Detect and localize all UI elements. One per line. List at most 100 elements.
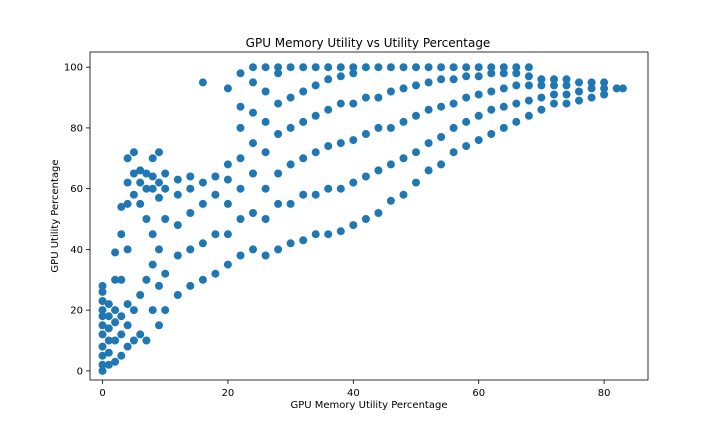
scatter-point	[437, 63, 446, 72]
scatter-point	[474, 136, 483, 145]
scatter-point	[412, 178, 420, 187]
scatter-point	[198, 78, 207, 87]
scatter-point	[286, 239, 295, 248]
scatter-point	[249, 169, 257, 178]
scatter-point	[537, 81, 546, 90]
scatter-point	[249, 139, 257, 148]
scatter-point	[123, 342, 132, 351]
scatter-point	[117, 330, 126, 339]
scatter-point	[249, 209, 257, 217]
scatter-point	[399, 84, 408, 93]
scatter-point	[487, 63, 496, 72]
scatter-point	[449, 148, 458, 157]
scatter-point	[173, 175, 182, 184]
scatter-point	[286, 123, 295, 132]
x-axis-ticks: 0 20 40 60 80	[99, 380, 610, 399]
scatter-point	[236, 154, 245, 163]
scatter-point	[386, 63, 395, 72]
scatter-point	[462, 63, 471, 72]
scatter-point	[499, 84, 508, 93]
scatter-point	[136, 199, 145, 208]
scatter-point	[173, 190, 182, 199]
scatter-point	[550, 99, 558, 108]
scatter-point	[186, 172, 195, 181]
scatter-point	[336, 72, 345, 81]
scatter-point	[336, 63, 345, 72]
scatter-point	[155, 321, 163, 330]
scatter-point	[587, 84, 596, 93]
scatter-point	[299, 190, 308, 199]
y-tick-label: 0	[77, 366, 83, 377]
scatter-point	[562, 75, 571, 84]
scatter-point	[311, 230, 320, 239]
scatter-point	[261, 87, 270, 96]
scatter-point	[129, 148, 138, 157]
scatter-point	[336, 227, 345, 236]
scatter-point	[399, 63, 408, 72]
scatter-point	[499, 102, 508, 111]
scatter-point	[524, 63, 533, 72]
scatter-point	[223, 199, 232, 208]
scatter-point	[299, 87, 308, 96]
scatter-point	[274, 99, 283, 108]
scatter-point	[462, 72, 471, 81]
scatter-point	[173, 291, 182, 299]
scatter-point	[424, 139, 433, 148]
scatter-point	[474, 63, 483, 72]
scatter-point	[374, 123, 383, 132]
scatter-point	[286, 93, 295, 102]
y-tick-label: 40	[70, 245, 83, 256]
scatter-point	[562, 90, 571, 99]
scatter-point	[524, 96, 533, 105]
scatter-point	[117, 230, 126, 239]
scatter-point	[274, 245, 283, 254]
scatter-point	[562, 99, 571, 108]
scatter-point	[324, 105, 333, 114]
scatter-point	[155, 178, 163, 187]
scatter-point	[148, 260, 157, 269]
scatter-point	[324, 230, 333, 239]
chart-title: GPU Memory Utility vs Utility Percentage	[246, 36, 491, 50]
scatter-point	[349, 136, 358, 145]
scatter-point	[261, 117, 270, 126]
scatter-point	[274, 130, 283, 138]
scatter-point	[324, 75, 333, 84]
scatter-point	[550, 81, 558, 90]
scatter-point	[148, 184, 157, 193]
scatter-point	[274, 199, 283, 208]
scatter-point	[361, 63, 370, 72]
scatter-point	[161, 306, 170, 315]
scatter-point	[104, 336, 113, 345]
scatter-point	[129, 169, 138, 178]
scatter-point	[98, 297, 107, 305]
scatter-point	[104, 300, 113, 309]
scatter-point	[136, 178, 145, 187]
scatter-point	[424, 78, 433, 87]
scatter-point	[111, 275, 120, 284]
scatter-point	[211, 269, 220, 278]
scatter-point	[198, 199, 207, 208]
scatter-point	[311, 63, 320, 72]
scatter-point	[186, 209, 195, 217]
scatter-point	[512, 99, 521, 108]
scatter-point	[412, 81, 420, 90]
scatter-point	[449, 99, 458, 108]
scatter-point	[374, 209, 383, 217]
scatter-point	[618, 84, 627, 93]
scatter-point	[487, 87, 496, 96]
scatter-point	[349, 63, 358, 72]
scatter-point	[98, 360, 107, 369]
scatter-point	[198, 275, 207, 284]
scatter-point	[98, 330, 107, 339]
scatter-point	[136, 291, 145, 299]
scatter-point	[249, 245, 257, 254]
y-axis-ticks: 0 20 40 60 80 100	[64, 63, 90, 377]
scatter-point	[550, 75, 558, 84]
scatter-point	[274, 63, 283, 72]
scatter-point	[386, 87, 395, 96]
scatter-point	[374, 63, 383, 72]
scatter-point	[524, 81, 533, 90]
plot-area	[98, 63, 627, 375]
scatter-point	[261, 63, 270, 72]
scatter-point	[499, 69, 508, 78]
